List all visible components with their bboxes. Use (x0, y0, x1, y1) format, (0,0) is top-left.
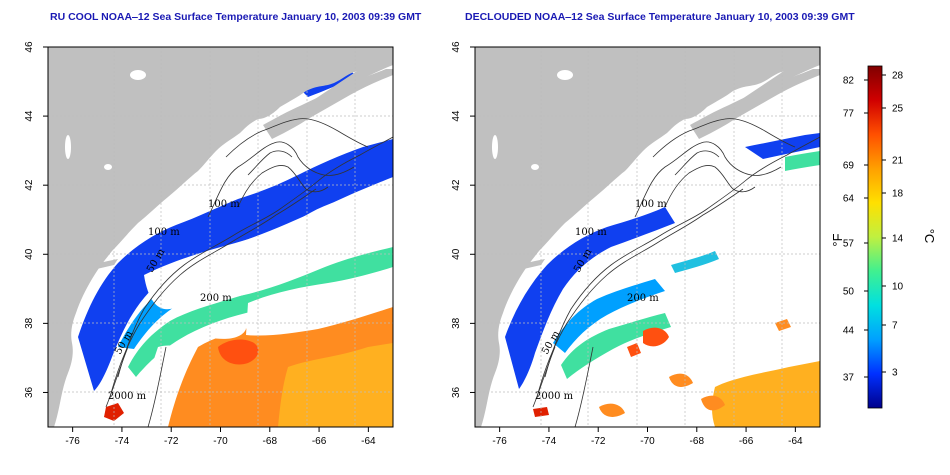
colorbar-gradient (867, 65, 883, 409)
panel-title-declouded: DECLOUDED NOAA‒12 Sea Surface Temperatur… (465, 11, 855, 23)
x-tick-label: -74 (115, 436, 130, 447)
celsius-tick-label: 25 (892, 104, 904, 115)
x-tick-label: -68 (690, 436, 705, 447)
celsius-tick-label: 28 (892, 71, 904, 82)
y-tick-label: 44 (24, 110, 35, 122)
celsius-tick-label: 14 (892, 234, 904, 245)
contour-label: 100 m (575, 227, 607, 238)
y-tick-label: 42 (24, 179, 35, 191)
fahrenheit-tick-label: 82 (843, 76, 855, 87)
x-tick-label: -66 (739, 436, 754, 447)
contour-label: 2000 m (108, 391, 147, 402)
x-tick-label: -72 (164, 436, 179, 447)
y-tick-label: 46 (24, 41, 35, 53)
celsius-tick-label: 21 (892, 156, 904, 167)
y-tick-label: 46 (451, 41, 462, 53)
x-tick-label: -70 (640, 436, 655, 447)
x-tick-label: -68 (263, 436, 278, 447)
y-tick-label: 40 (24, 248, 35, 260)
x-tick-label: -70 (213, 436, 228, 447)
axis-ticks: -76 -74 -72 -70 -68 -66 -64 36 38 40 42 44 46 -76 -74 -… (24, 41, 803, 447)
y-tick-label: 36 (24, 386, 35, 398)
fahrenheit-tick-label: 64 (843, 194, 855, 205)
contour-label: 2000 m (535, 391, 574, 402)
x-tick-label: -76 (492, 436, 507, 447)
y-tick-label: 44 (451, 110, 462, 122)
celsius-tick-label: 7 (892, 321, 898, 332)
x-tick-label: -74 (542, 436, 557, 447)
x-tick-label: -64 (788, 436, 803, 447)
fahrenheit-unit-label: °F (830, 233, 845, 246)
fahrenheit-tick-label: 69 (843, 161, 855, 172)
fahrenheit-tick-label: 50 (843, 287, 855, 298)
x-tick-label: -66 (312, 436, 327, 447)
x-tick-label: -72 (591, 436, 606, 447)
x-tick-label: -76 (65, 436, 80, 447)
fahrenheit-tick-label: 44 (843, 326, 855, 337)
contour-label: 200 m (627, 293, 659, 304)
map-panel-declouded (474, 46, 821, 428)
contour-label: 100 m (208, 199, 240, 210)
contour-label: 100 m (148, 227, 180, 238)
fahrenheit-tick-label: 57 (843, 239, 855, 250)
contour-label: 100 m (635, 199, 667, 210)
y-tick-label: 38 (451, 317, 462, 329)
colorbar: 82 77 69 64 57 50 44 37 28 25 21 18 14 10 7 3 °F °C (830, 65, 937, 409)
celsius-unit-label: °C (922, 229, 937, 244)
contour-label: 200 m (200, 293, 232, 304)
x-tick-label: -64 (361, 436, 376, 447)
celsius-tick-label: 10 (892, 282, 904, 293)
map-panel-raw (47, 46, 394, 428)
celsius-tick-label: 3 (892, 368, 898, 379)
y-tick-label: 38 (24, 317, 35, 329)
y-tick-label: 36 (451, 386, 462, 398)
fahrenheit-tick-label: 37 (843, 373, 855, 384)
y-tick-label: 42 (451, 179, 462, 191)
y-tick-label: 40 (451, 248, 462, 260)
fahrenheit-tick-label: 77 (843, 109, 855, 120)
celsius-tick-label: 18 (892, 189, 904, 200)
panel-title-raw: RU COOL NOAA‒12 Sea Surface Temperature … (50, 11, 422, 23)
